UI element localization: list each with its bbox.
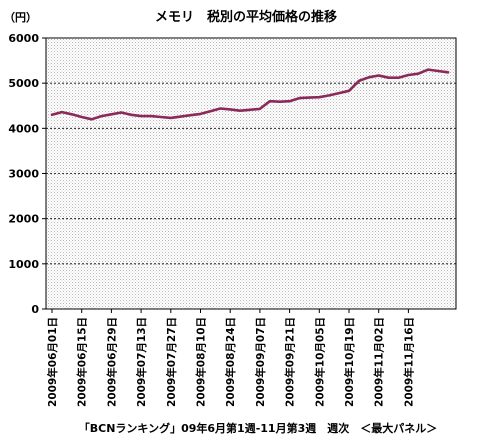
x-tick-label: 2009年07月13日 <box>135 317 148 407</box>
y-tick-label: 5000 <box>8 77 39 90</box>
x-tick-label: 2009年07月27日 <box>165 317 178 407</box>
x-tick-label: 2009年09月07日 <box>254 317 267 407</box>
series-line <box>50 68 450 121</box>
x-tick-label: 2009年09月21日 <box>284 317 297 407</box>
x-tick-label: 2009年06月01日 <box>46 317 59 407</box>
chart-title: メモリ 税別の平均価格の推移 <box>155 9 337 25</box>
x-tick-label: 2009年11月02日 <box>373 317 386 407</box>
y-tick-label: 1000 <box>8 258 39 271</box>
chart-caption: 「BCNランキング」09年6月第1週-11月第3週 週次 ＜最大パネル＞ <box>79 421 437 435</box>
y-tick-label: 0 <box>31 303 39 316</box>
x-tick-label: 2009年08月10日 <box>195 317 208 407</box>
y-tick-label: 4000 <box>8 122 39 135</box>
x-tick-label: 2009年06月29日 <box>105 317 118 407</box>
x-tick-label: 2009年06月15日 <box>76 317 89 407</box>
y-tick-label: 3000 <box>8 168 39 181</box>
x-tick-label: 2009年11月16日 <box>402 317 415 407</box>
y-tick-label: 2000 <box>8 213 39 226</box>
x-tick-label: 2009年10月19日 <box>343 317 356 407</box>
x-tick-label: 2009年10月05日 <box>313 317 326 407</box>
y-tick-label: 6000 <box>8 32 39 45</box>
y-axis-unit: （円） <box>4 11 37 24</box>
x-tick-label: 2009年08月24日 <box>224 317 237 407</box>
